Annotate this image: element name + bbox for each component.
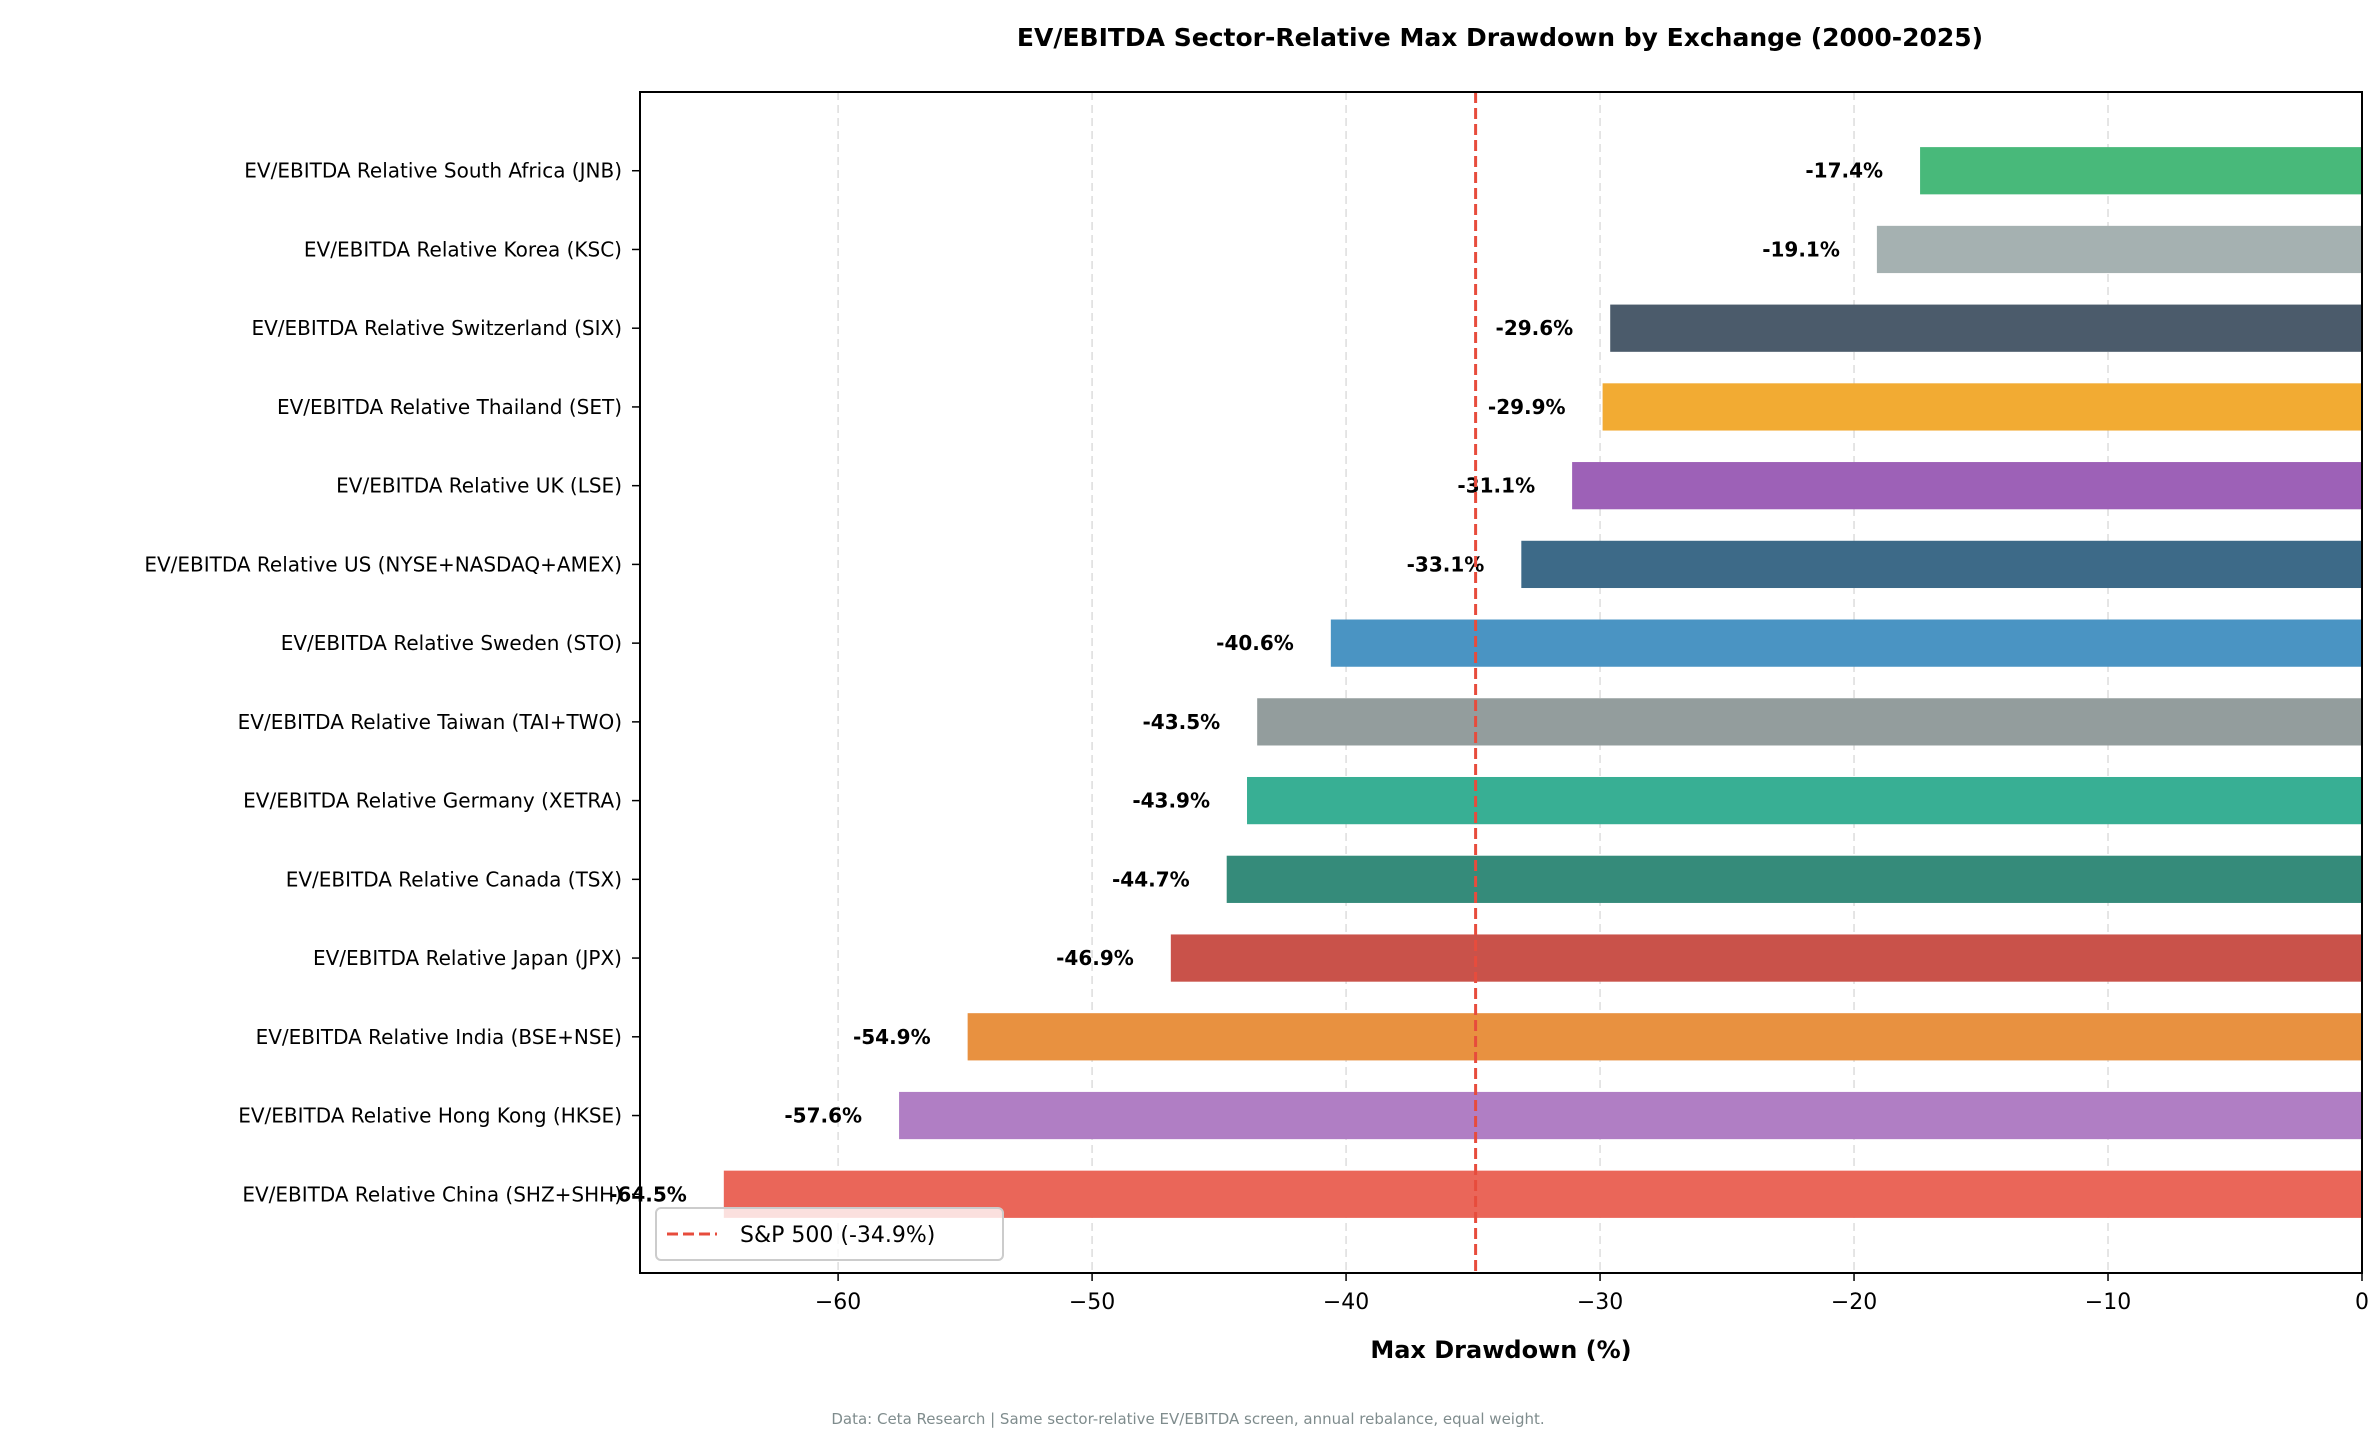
x-tick-label: −40 [1323,1290,1369,1315]
y-tick-label: EV/EBITDA Relative Thailand (SET) [277,395,622,419]
legend-label: S&P 500 (-34.9%) [740,1223,935,1248]
footnote: Data: Ceta Research | Same sector-relati… [831,1410,1544,1428]
x-tick-label: 0 [2355,1290,2369,1315]
x-tick-label: −60 [815,1290,861,1315]
chart-title: EV/EBITDA Sector-Relative Max Drawdown b… [1017,23,1983,52]
bar [1572,462,2362,510]
x-tick-label: −50 [1069,1290,1115,1315]
y-tick-label: EV/EBITDA Relative Germany (XETRA) [243,789,622,813]
x-tick-label: −10 [2085,1290,2131,1315]
bar [1876,225,2362,274]
data-label: -64.5% [609,1182,687,1206]
y-tick-label: EV/EBITDA Relative Korea (KSC) [304,237,622,261]
data-labels: -64.5% -57.6% -54.9% -46.9% -44.7% -43.9% -43.… [609,159,1883,1207]
bar [1610,304,2362,352]
data-label: -19.1% [1762,237,1840,261]
plot-frame [639,91,2363,1274]
x-tick-label: −20 [1831,1290,1877,1315]
y-tick-label: EV/EBITDA Relative India (BSE+NSE) [256,1025,622,1049]
legend: S&P 500 (-34.9%) [655,1207,1004,1261]
bar [1247,776,2362,825]
data-label: -17.4% [1805,159,1883,183]
bar [1521,540,2362,589]
y-tick-label: EV/EBITDA Relative Taiwan (TAI+TWO) [238,710,622,734]
x-axis: −60 −50 −40 −30 −20 −10 0 [815,1273,2369,1315]
data-label: -29.6% [1496,316,1574,340]
y-tick-label: EV/EBITDA Relative China (SHZ+SHH) [242,1182,622,1206]
bar [1257,698,2362,746]
bars [723,147,2362,1218]
bar [1226,855,2362,903]
data-label: -43.9% [1132,789,1210,813]
data-label: -54.9% [853,1025,931,1049]
bar [967,1013,2362,1061]
bar [1602,383,2362,431]
grid-lines [837,92,2109,1273]
bar [1170,934,2362,982]
data-label: -40.6% [1216,631,1294,655]
data-label: -33.1% [1407,552,1485,576]
y-tick-label: EV/EBITDA Relative Canada (TSX) [286,867,622,891]
data-label: -57.6% [784,1104,862,1128]
bar [1330,619,2362,667]
y-tick-label: EV/EBITDA Relative Hong Kong (HKSE) [238,1104,622,1128]
y-axis: EV/EBITDA Relative China (SHZ+SHH) EV/EBI… [144,159,640,1206]
y-tick-label: EV/EBITDA Relative South Africa (JNB) [244,159,622,183]
legend-box [655,1207,1004,1261]
data-label: -44.7% [1112,867,1190,891]
bar [899,1091,2362,1140]
x-tick-label: −30 [1577,1290,1623,1315]
y-tick-label: EV/EBITDA Relative US (NYSE+NASDAQ+AMEX) [144,552,622,576]
y-tick-label: EV/EBITDA Relative Japan (JPX) [313,946,622,970]
data-label: -31.1% [1457,474,1535,498]
y-tick-label: EV/EBITDA Relative UK (LSE) [336,474,622,498]
data-label: -46.9% [1056,946,1134,970]
x-axis-label: Max Drawdown (%) [1370,1336,1631,1364]
data-label: -43.5% [1142,710,1220,734]
data-label: -29.9% [1488,395,1566,419]
bar [1920,147,2362,195]
y-tick-label: EV/EBITDA Relative Switzerland (SIX) [251,316,622,340]
y-tick-label: EV/EBITDA Relative Sweden (STO) [281,631,622,655]
